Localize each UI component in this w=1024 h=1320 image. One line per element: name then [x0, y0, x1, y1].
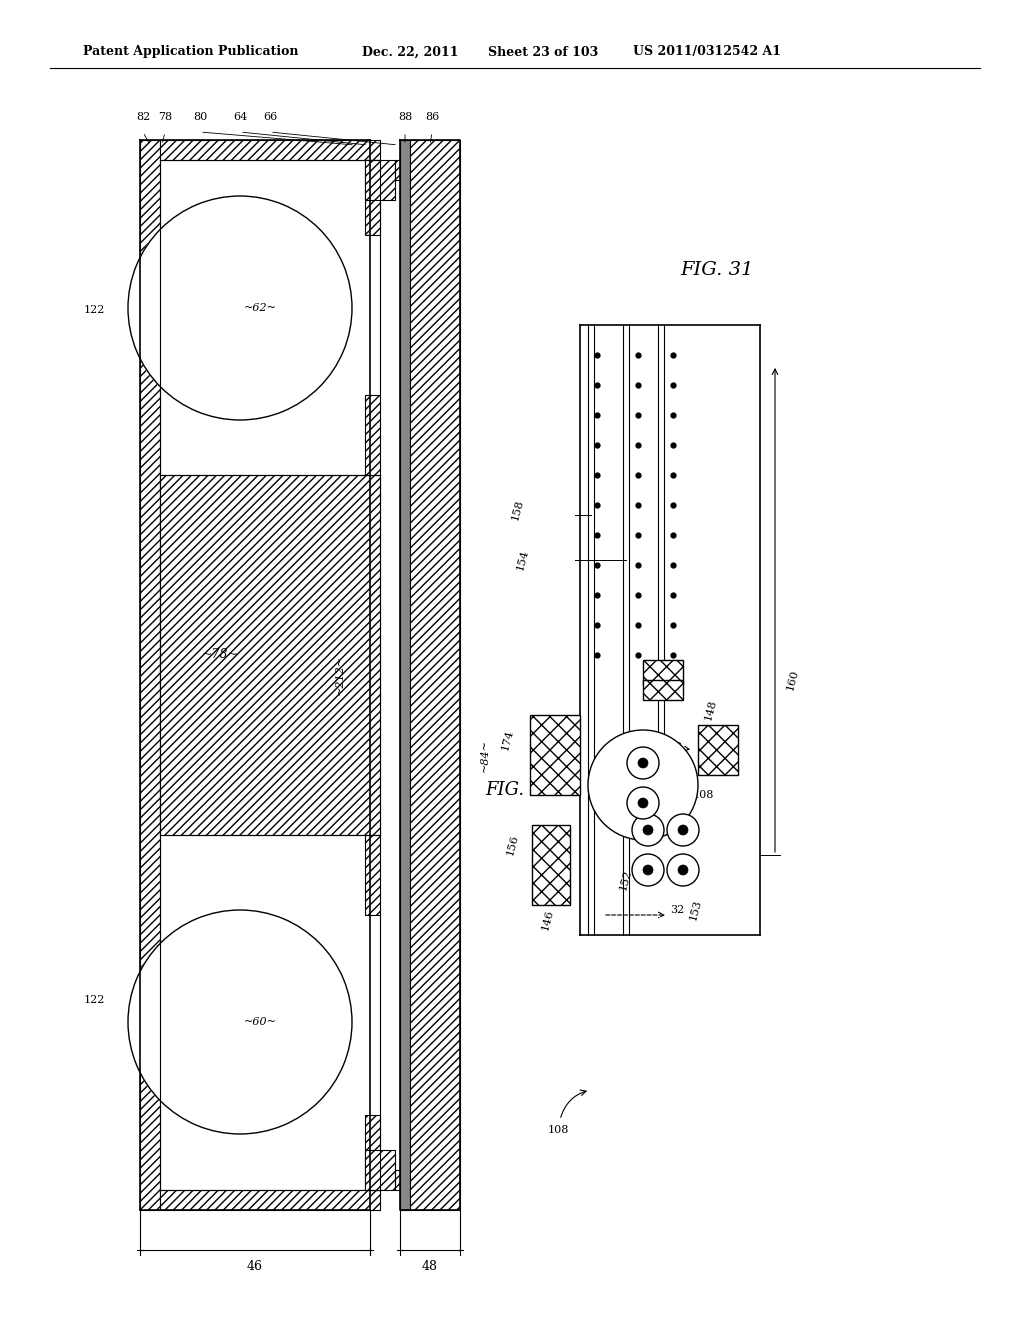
Text: 153: 153: [688, 899, 703, 921]
Bar: [365, 1115, 380, 1191]
Bar: [365, 160, 395, 201]
Circle shape: [627, 787, 659, 818]
Bar: [643, 660, 683, 685]
Circle shape: [588, 730, 698, 840]
Bar: [698, 725, 738, 775]
Circle shape: [643, 825, 653, 836]
Text: 46: 46: [247, 1261, 263, 1274]
Bar: [365, 395, 380, 475]
Bar: [532, 825, 570, 906]
Text: Dec. 22, 2011: Dec. 22, 2011: [362, 45, 459, 58]
Text: FIG. 30: FIG. 30: [485, 781, 553, 799]
Bar: [400, 140, 410, 1210]
Bar: [365, 1150, 395, 1191]
Text: 174: 174: [500, 729, 515, 751]
Bar: [365, 160, 380, 235]
Text: 66: 66: [263, 112, 278, 121]
Text: 48: 48: [422, 1261, 438, 1274]
Circle shape: [627, 747, 659, 779]
Circle shape: [678, 865, 688, 875]
Text: 86: 86: [425, 112, 439, 121]
Circle shape: [638, 758, 648, 768]
Text: FIG. 31: FIG. 31: [680, 261, 754, 279]
Text: 78: 78: [158, 112, 172, 121]
Text: ~78~: ~78~: [202, 648, 239, 661]
Text: US 2011/0312542 A1: US 2011/0312542 A1: [633, 45, 781, 58]
Bar: [395, 1170, 425, 1191]
Bar: [160, 140, 380, 160]
Bar: [530, 715, 580, 795]
Circle shape: [128, 195, 352, 420]
Circle shape: [678, 825, 688, 836]
Text: ~60~: ~60~: [244, 1016, 276, 1027]
Text: ~84~: ~84~: [480, 738, 490, 771]
Text: 88: 88: [398, 112, 412, 121]
Text: 148: 148: [703, 698, 718, 722]
Text: 152: 152: [618, 869, 633, 891]
Circle shape: [632, 814, 664, 846]
Text: 108: 108: [693, 789, 715, 800]
Text: 108: 108: [548, 1125, 569, 1135]
Text: 82: 82: [136, 112, 151, 121]
Text: 122: 122: [84, 305, 105, 315]
Bar: [160, 1191, 380, 1210]
Bar: [410, 140, 460, 1210]
Text: 156: 156: [505, 833, 520, 857]
Text: 146: 146: [540, 908, 555, 932]
Text: 158: 158: [510, 499, 525, 521]
Bar: [395, 160, 425, 180]
Circle shape: [632, 854, 664, 886]
Text: 154: 154: [515, 548, 530, 572]
Circle shape: [643, 865, 653, 875]
Bar: [160, 475, 380, 836]
Text: Sheet 23 of 103: Sheet 23 of 103: [488, 45, 598, 58]
Text: 64: 64: [232, 112, 247, 121]
Text: ~62~: ~62~: [244, 304, 276, 313]
Bar: [140, 140, 370, 1210]
Text: 32: 32: [670, 906, 684, 915]
Text: Patent Application Publication: Patent Application Publication: [83, 45, 299, 58]
Bar: [643, 680, 683, 700]
Bar: [365, 836, 380, 915]
Text: 32: 32: [668, 742, 689, 752]
Text: ~212~: ~212~: [335, 655, 345, 696]
Bar: [140, 140, 160, 1210]
Circle shape: [667, 854, 699, 886]
Text: 80: 80: [193, 112, 207, 121]
Circle shape: [667, 814, 699, 846]
Circle shape: [128, 909, 352, 1134]
Text: 160: 160: [785, 668, 800, 692]
Circle shape: [638, 799, 648, 808]
Text: 122: 122: [84, 995, 105, 1005]
